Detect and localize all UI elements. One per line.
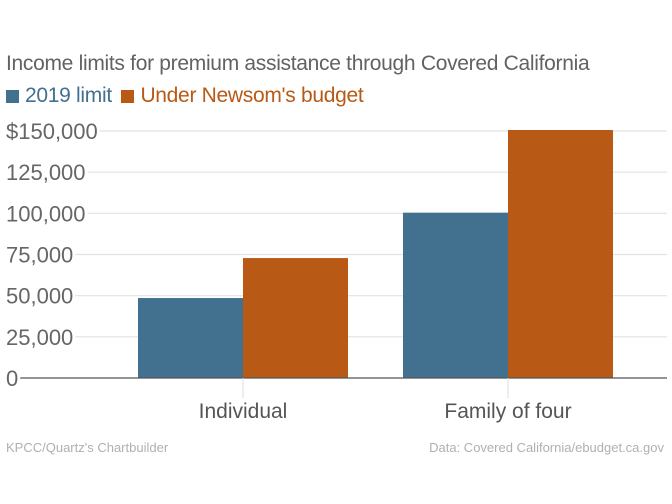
- legend-swatch-newsom-budget: [121, 89, 135, 103]
- legend: 2019 limit Under Newsom's budget: [6, 84, 367, 109]
- y-tick-label: 50,000: [6, 284, 73, 309]
- source-text: Data: Covered California/ebudget.ca.gov: [429, 440, 664, 455]
- y-tick-label: $150,000: [6, 119, 98, 144]
- y-tick-label: 25,000: [6, 325, 73, 350]
- y-tick-label: 100,000: [6, 201, 86, 226]
- legend-swatch-2019-limit: [6, 89, 19, 103]
- x-axis-category-labels: Individual Family of four: [199, 400, 572, 423]
- y-tick-label: 75,000: [6, 243, 73, 268]
- legend-label-2019-limit: 2019 limit: [25, 84, 112, 107]
- x-category-label: Individual: [199, 400, 288, 423]
- bar-2019-limit-family-of-four: [403, 212, 508, 378]
- bar-newsom-budget-individual: [243, 258, 348, 378]
- y-tick-label: 125,000: [6, 160, 86, 185]
- chart-title: Income limits for premium assistance thr…: [6, 52, 590, 75]
- bar-newsom-budget-family-of-four: [508, 130, 613, 378]
- legend-item-newsom-budget: Under Newsom's budget: [121, 84, 364, 108]
- bar-2019-limit-individual: [138, 298, 243, 378]
- legend-label-newsom-budget: Under Newsom's budget: [140, 84, 364, 107]
- y-tick-label: 0: [6, 366, 18, 391]
- bars: [138, 130, 613, 378]
- x-category-label: Family of four: [444, 400, 571, 423]
- legend-item-2019-limit: 2019 limit: [6, 84, 112, 108]
- credit-text: KPCC/Quartz's Chartbuilder: [6, 440, 169, 455]
- y-axis-tick-labels: 0 25,000 50,000 75,000 100,000 125,000 $150,00…: [6, 119, 98, 391]
- x-axis: [20, 377, 667, 398]
